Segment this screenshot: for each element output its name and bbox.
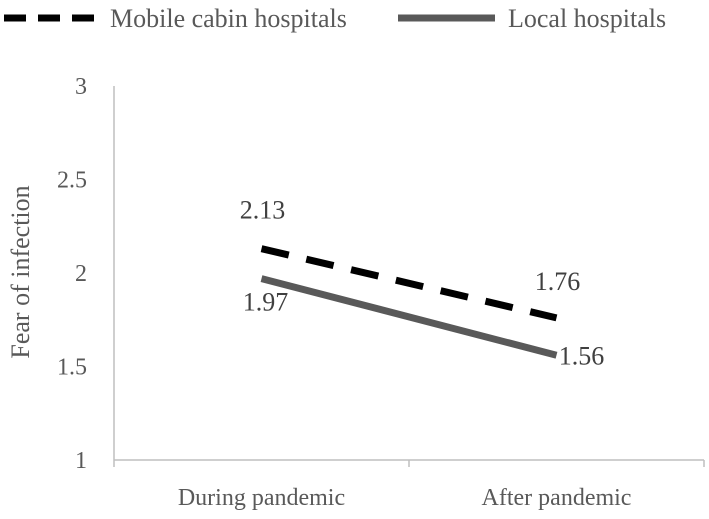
data-label-mobile-cabin-after: 1.76 bbox=[535, 267, 581, 296]
y-tick-label: 1.5 bbox=[57, 355, 87, 381]
series-line-local bbox=[260, 275, 558, 359]
legend: Mobile cabin hospitals Local hospitals bbox=[4, 4, 666, 33]
y-tick-labels: 1 1.5 2 2.5 3 bbox=[57, 74, 87, 474]
data-label-mobile-cabin-during: 2.13 bbox=[240, 196, 286, 225]
legend-label-local: Local hospitals bbox=[508, 4, 666, 33]
y-tick-label: 2 bbox=[75, 261, 87, 287]
y-tick-label: 3 bbox=[75, 74, 87, 100]
x-tick-label-after: After pandemic bbox=[482, 485, 632, 511]
y-tick-label: 1 bbox=[75, 448, 87, 474]
legend-label-mobile-cabin: Mobile cabin hospitals bbox=[110, 4, 347, 33]
y-tick-label: 2.5 bbox=[57, 168, 87, 194]
data-label-local-during: 1.97 bbox=[243, 288, 289, 317]
y-axis-title: Fear of infection bbox=[6, 185, 35, 358]
x-tick-label-during: During pandemic bbox=[178, 485, 345, 511]
data-label-local-after: 1.56 bbox=[559, 341, 605, 370]
series-line-mobile-cabin bbox=[260, 245, 558, 322]
